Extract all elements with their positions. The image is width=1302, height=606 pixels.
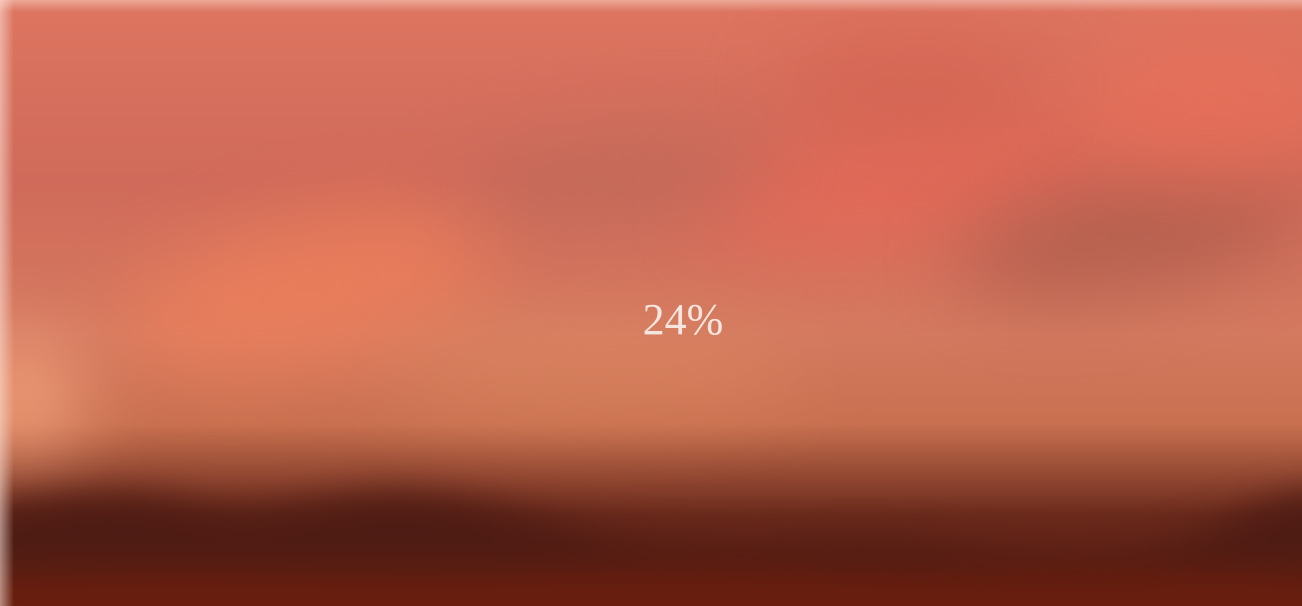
hills-silhouette [0,426,1302,606]
frame-edge [0,0,1302,12]
sky-glow [1080,40,1302,180]
sky-shadow [780,40,1040,130]
loading-percentage: 24% [642,295,724,344]
frame-edge [0,0,14,606]
horizon-glow [380,330,800,410]
